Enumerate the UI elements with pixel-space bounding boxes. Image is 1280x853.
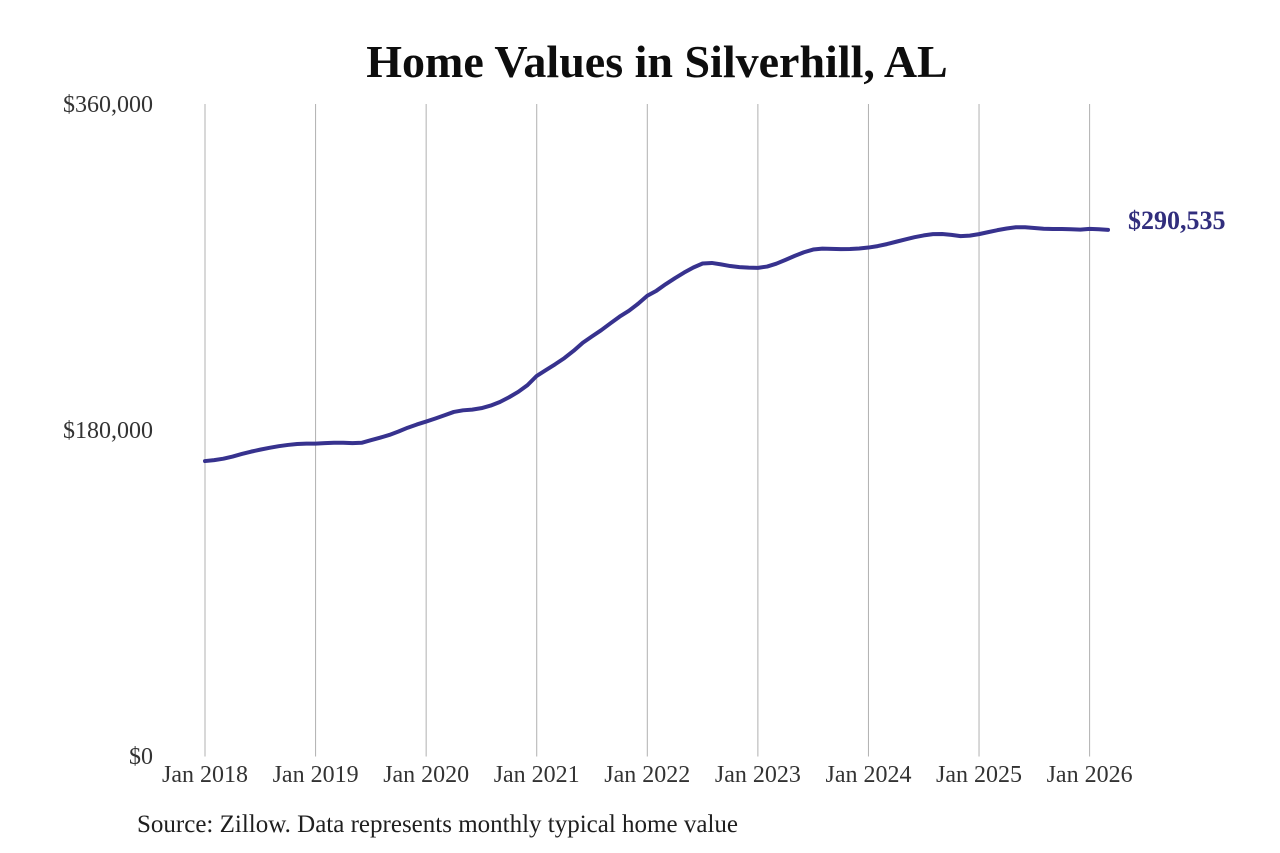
- y-tick-label: $360,000: [63, 91, 153, 118]
- x-tick-label: Jan 2023: [714, 762, 801, 788]
- y-tick-label: $180,000: [63, 417, 153, 444]
- x-tick-label: Jan 2025: [936, 762, 1022, 788]
- x-tick-label: Jan 2022: [604, 762, 691, 788]
- gridlines: [204, 104, 1091, 757]
- x-tick-label: Jan 2018: [162, 762, 248, 788]
- home-value-line: [203, 225, 1111, 464]
- x-tick-label: Jan 2021: [493, 762, 580, 788]
- chart-title: Home Values in Silverhill, AL: [366, 36, 948, 87]
- x-tick-label: Jan 2024: [825, 762, 912, 788]
- x-tick-label: Jan 2020: [383, 762, 470, 788]
- y-tick-label: $0: [129, 744, 153, 770]
- latest-value-label: $290,535: [1128, 206, 1226, 235]
- x-tick-label: Jan 2019: [272, 762, 359, 788]
- source-note: Source: Zillow. Data represents monthly …: [137, 811, 738, 838]
- x-tick-label: Jan 2026: [1046, 762, 1133, 788]
